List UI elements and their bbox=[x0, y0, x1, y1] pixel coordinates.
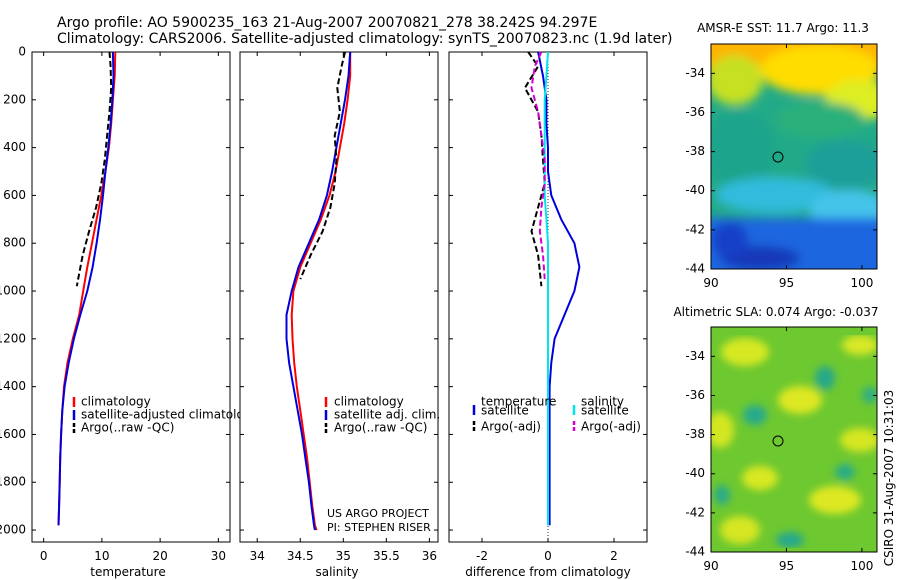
legend-heading-salinity: salinity bbox=[581, 395, 624, 409]
sla-heatmap bbox=[711, 327, 877, 552]
temperature-ytick-label: 400 bbox=[3, 140, 26, 154]
difference-xtick-label: 2 bbox=[610, 549, 618, 563]
difference-series-salinity-satellite-line bbox=[543, 51, 549, 526]
sla-map-ytick-label: -42 bbox=[685, 505, 705, 519]
salinity-profile-panel: 34 34.5 35 35.5 36 salinity climatology sate… bbox=[239, 51, 440, 579]
difference-legend: temperature satellite Argo(-adj) salinit… bbox=[472, 395, 641, 434]
temperature-xtick-label: 10 bbox=[94, 549, 109, 563]
difference-xtick-label: -2 bbox=[476, 549, 488, 563]
header-line-2: Climatology: CARS2006. Satellite-adjuste… bbox=[57, 31, 672, 47]
sla-map-frame bbox=[710, 326, 878, 553]
temperature-series-satellite-adjusted-climatology-line bbox=[57, 51, 115, 526]
temperature-profile-panel: 0 10 20 30 0 200 400 600 800 1000 1200 1400 1600 1800… bbox=[0, 45, 259, 580]
sla-map-xtick-label: 90 bbox=[703, 559, 718, 573]
legend-argo-label: Argo(..raw -QC) bbox=[81, 421, 174, 435]
temperature-series-argo-raw-qc--line bbox=[75, 51, 113, 287]
salinity-plot-frame bbox=[239, 51, 439, 543]
header-line-1: Argo profile: AO 5900235_163 21-Aug-2007… bbox=[57, 15, 597, 31]
difference-profile-panel: -2 0 2 difference from climatology tempera… bbox=[448, 51, 648, 579]
temperature-xtick-label: 0 bbox=[40, 549, 48, 563]
difference-xtick-label: 0 bbox=[544, 549, 552, 563]
temperature-xlabel: temperature bbox=[90, 565, 165, 579]
salinity-xtick-label: 35.5 bbox=[373, 549, 400, 563]
sst-map-xtick-label: 95 bbox=[779, 276, 794, 290]
salinity-xtick-label: 34.5 bbox=[287, 549, 314, 563]
temperature-ytick-label: 1000 bbox=[0, 284, 26, 298]
sla-map-title: Altimetric SLA: 0.074 Argo: -0.037 bbox=[673, 305, 878, 319]
difference-series-salinity-argo-adj--line bbox=[530, 51, 546, 280]
temperature-ytick-label: 1800 bbox=[0, 475, 26, 489]
temperature-ytick-label: 200 bbox=[3, 92, 26, 106]
salinity-xtick-label: 34 bbox=[250, 549, 265, 563]
legend-sal-argo-label: Argo(-adj) bbox=[581, 420, 641, 434]
sst-map-ytick-label: -34 bbox=[685, 66, 705, 80]
difference-series-temperature-satellite-line bbox=[537, 51, 581, 526]
sst-map-ytick-label: -40 bbox=[685, 183, 705, 197]
sla-map-ytick-label: -34 bbox=[685, 349, 705, 363]
temperature-xtick-label: 20 bbox=[152, 549, 167, 563]
temperature-ytick-label: 1400 bbox=[0, 379, 26, 393]
sla-map-ytick-label: -40 bbox=[685, 466, 705, 480]
sla-map-ytick-label: -36 bbox=[685, 388, 705, 402]
difference-series-temperature-argo-adj--line bbox=[523, 51, 546, 287]
temperature-ytick-label: 0 bbox=[18, 45, 26, 59]
argo-location-marker-sla bbox=[772, 435, 784, 447]
argo-location-marker-sst bbox=[772, 151, 784, 163]
legend-climatology-label: climatology bbox=[334, 395, 404, 409]
legend-satellite-label: satellite adj. clim. bbox=[334, 408, 440, 422]
pi-credit: PI: STEPHEN RISER bbox=[327, 521, 431, 534]
sst-map-title: AMSR-E SST: 11.7 Argo: 11.3 bbox=[697, 21, 869, 35]
sst-heatmap bbox=[711, 44, 877, 269]
salinity-series-satellite-adj-clim--line bbox=[285, 51, 352, 531]
salinity-xtick-label: 35 bbox=[336, 549, 351, 563]
legend-temp-argo-label: Argo(-adj) bbox=[481, 420, 541, 434]
salinity-legend: climatology satellite adj. clim. Argo(..… bbox=[324, 395, 440, 435]
salinity-xtick-label: 36 bbox=[422, 549, 437, 563]
sla-map-xtick-label: 95 bbox=[779, 559, 794, 573]
temperature-ytick-label: 2000 bbox=[0, 523, 26, 537]
sla-map-ytick-label: -44 bbox=[685, 545, 705, 559]
temperature-xtick-label: 30 bbox=[211, 549, 226, 563]
sla-map-xtick-label: 100 bbox=[850, 559, 873, 573]
sst-map-ytick-label: -36 bbox=[685, 105, 705, 119]
sst-map-frame bbox=[710, 43, 878, 270]
temperature-legend: climatology satellite-adjusted climatolo… bbox=[72, 395, 259, 435]
sst-map-ytick-label: -38 bbox=[685, 144, 705, 158]
legend-sal-satellite-label: satellite bbox=[581, 404, 629, 418]
temperature-plot-frame bbox=[31, 51, 231, 543]
project-credit: US ARGO PROJECT bbox=[327, 507, 429, 520]
legend-heading-temperature: temperature bbox=[481, 395, 556, 409]
legend-climatology-label: climatology bbox=[81, 395, 151, 409]
sst-map-panel: AMSR-E SST: 11.7 Argo: 11.3 90 95 100 -34 -3… bbox=[685, 21, 878, 290]
sst-map-xtick-label: 90 bbox=[703, 276, 718, 290]
salinity-xlabel: salinity bbox=[315, 565, 358, 579]
legend-satellite-label: satellite-adjusted climatology bbox=[81, 408, 259, 422]
temperature-ytick-label: 1200 bbox=[0, 331, 26, 345]
sst-map-ytick-label: -44 bbox=[685, 262, 705, 276]
salinity-series-climatology-line bbox=[290, 52, 352, 531]
sla-map-ytick-label: -38 bbox=[685, 427, 705, 441]
legend-argo-label: Argo(..raw -QC) bbox=[334, 421, 427, 435]
temperature-ytick-label: 1600 bbox=[0, 427, 26, 441]
sla-map-panel: Altimetric SLA: 0.074 Argo: -0.037 bbox=[673, 305, 878, 573]
timestamp-stamp: CSIRO 31-Aug-2007 10:31:03 bbox=[882, 390, 896, 566]
sst-map-xtick-label: 100 bbox=[850, 276, 873, 290]
difference-xlabel: difference from climatology bbox=[465, 565, 631, 579]
temperature-ytick-label: 600 bbox=[3, 188, 26, 202]
salinity-series-argo-raw-qc--line bbox=[299, 51, 346, 280]
sst-map-ytick-label: -42 bbox=[685, 222, 705, 236]
temperature-ytick-label: 800 bbox=[3, 236, 26, 250]
legend-temp-satellite-label: satellite bbox=[481, 404, 529, 418]
